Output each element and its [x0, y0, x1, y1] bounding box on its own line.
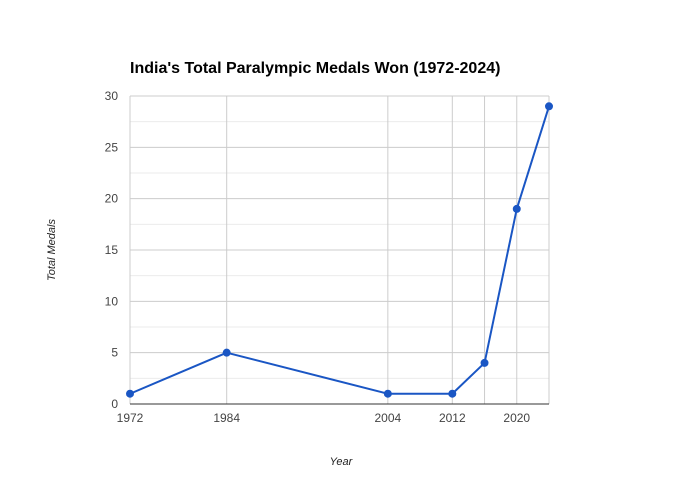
y-tick-label: 20 [105, 192, 119, 206]
data-point [545, 102, 553, 111]
x-axis-title: Year [330, 456, 354, 468]
data-point [512, 204, 521, 213]
x-tick-label: 1972 [117, 411, 144, 425]
data-point [480, 358, 489, 367]
y-tick-label: 15 [105, 243, 119, 257]
data-point [383, 389, 392, 398]
y-tick-label: 5 [111, 346, 118, 360]
data-point [126, 389, 134, 398]
grid [130, 95, 550, 404]
data-point [448, 389, 457, 398]
y-tick-label: 25 [105, 140, 119, 154]
y-tick-labels: 0 5 10 15 20 25 30 [105, 89, 119, 411]
y-tick-label: 0 [111, 397, 118, 411]
axes [129, 96, 549, 405]
series-layer [126, 102, 553, 398]
x-tick-label: 2012 [439, 411, 466, 425]
x-tick-label: 1984 [213, 411, 240, 425]
x-tick-label: 2020 [503, 411, 530, 425]
data-point [222, 348, 231, 357]
y-axis-title: Total Medals [46, 219, 58, 281]
y-tick-label: 10 [105, 294, 119, 308]
x-tick-label: 2004 [374, 411, 401, 425]
y-tick-label: 30 [105, 89, 119, 103]
chart-title: India's Total Paralympic Medals Won (197… [130, 60, 500, 77]
x-tick-labels: 1972 1984 2004 2012 2020 [117, 411, 531, 425]
